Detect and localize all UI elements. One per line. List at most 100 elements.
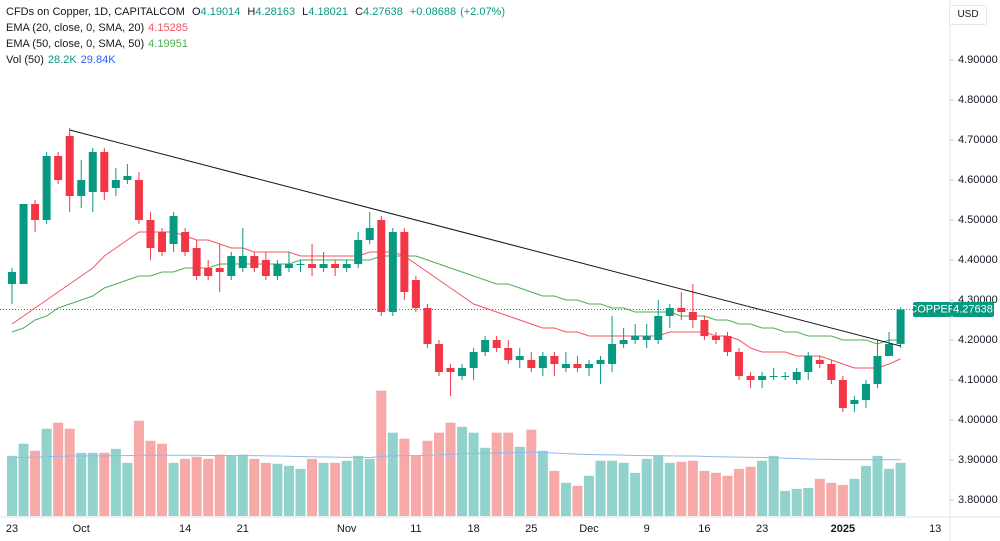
volume-bar	[387, 432, 398, 516]
volume-bar	[457, 426, 468, 516]
ema-line	[11, 255, 901, 345]
y-tick-label: 4.00000	[958, 414, 998, 426]
ohlc-letter: H	[247, 6, 256, 18]
volume-bar	[445, 422, 456, 516]
candle-body	[215, 268, 224, 272]
candle-body	[850, 400, 859, 404]
volume-bar	[18, 443, 29, 516]
volume-bar	[353, 455, 364, 516]
volume-bar	[76, 452, 87, 516]
candle-body	[227, 256, 236, 276]
candle-body	[815, 360, 824, 364]
volume-bar	[895, 462, 906, 516]
volume-bar	[549, 470, 560, 516]
candle-body	[411, 280, 420, 308]
ohlc-value: 4.27638	[363, 6, 403, 18]
candle-body	[261, 260, 270, 276]
candle-body	[492, 340, 501, 348]
candle-body	[354, 240, 363, 264]
candle-body	[342, 264, 351, 268]
candle-body	[469, 352, 478, 368]
y-tick-label: 4.40000	[958, 254, 998, 266]
volume-bar	[618, 462, 629, 516]
x-tick-label: 16	[698, 523, 710, 535]
indicator-value: 29.84K	[80, 54, 116, 66]
volume-bar	[814, 478, 825, 516]
candle-body	[31, 204, 40, 220]
volume-bar	[307, 458, 318, 516]
volume-bar	[110, 448, 121, 516]
indicator-value: 4.19951	[148, 38, 188, 50]
change: +0.08688	[409, 6, 457, 18]
candle-body	[388, 232, 397, 312]
volume-bar	[745, 466, 756, 516]
indicator-name: EMA (50, close, 0, SMA, 50)	[6, 38, 145, 50]
volume-bar	[572, 485, 583, 516]
candle-body	[827, 364, 836, 380]
y-tick-label: 3.80000	[958, 494, 998, 506]
candle-body	[284, 264, 293, 268]
volume-bar	[191, 456, 202, 516]
candle-body	[8, 272, 16, 284]
volume-bar	[791, 488, 802, 516]
volume-bar	[687, 460, 698, 516]
volume-bar	[157, 443, 168, 516]
candle-body	[804, 356, 813, 372]
x-tick-label: 9	[644, 523, 650, 535]
candle-body	[192, 248, 201, 276]
y-tick-label: 4.90000	[958, 54, 998, 66]
y-tick-label: 4.60000	[958, 174, 998, 186]
x-tick-label: Nov	[337, 523, 357, 535]
symbol-label-box	[913, 301, 952, 317]
candle-body	[365, 228, 374, 240]
volume-bar	[203, 458, 214, 516]
candle-body	[423, 308, 432, 344]
volume-bar	[410, 455, 421, 516]
last-price-box	[952, 301, 994, 317]
volume-bar	[780, 490, 791, 516]
candle-body	[504, 348, 513, 360]
volume-bar	[491, 432, 502, 516]
x-tick-label: 21	[237, 523, 249, 535]
volume-bar	[884, 468, 895, 516]
candle-body	[65, 136, 74, 196]
volume-bar	[295, 468, 306, 516]
candle-body	[758, 376, 767, 380]
volume-bar	[433, 432, 444, 516]
candle-body	[873, 356, 882, 384]
ohlc-value: 4.18021	[308, 6, 349, 18]
volume-bar	[168, 462, 179, 516]
volume-bar	[180, 458, 191, 516]
candle-body	[77, 180, 86, 196]
candle-body	[735, 352, 744, 376]
volume-bar	[584, 475, 594, 516]
volume-bar	[653, 455, 664, 516]
candle-body	[446, 368, 455, 372]
volume-bar	[399, 438, 410, 516]
candle-body	[42, 156, 51, 220]
last-price-label: 4.27638	[953, 303, 993, 315]
volume-bar	[341, 460, 352, 516]
candle-body	[181, 232, 190, 252]
volume-bar	[330, 462, 341, 516]
candle-body	[319, 264, 328, 268]
candle-body	[204, 268, 213, 276]
x-tick-label: 25	[525, 523, 537, 535]
candle-body	[434, 344, 443, 372]
volume-bar	[860, 465, 871, 516]
candle-body	[677, 308, 686, 312]
candle-body	[723, 336, 732, 352]
volume-bar	[699, 470, 710, 516]
candle-body	[123, 176, 132, 180]
currency-button[interactable]: USD	[949, 5, 987, 25]
candle-body	[400, 232, 409, 292]
candle-body	[331, 264, 340, 268]
volume-bar	[226, 455, 237, 516]
volume-bar	[630, 472, 641, 516]
volume-bar	[664, 462, 675, 516]
volume-bar	[122, 462, 133, 516]
volume-bar	[376, 390, 387, 516]
volume-bar	[64, 428, 75, 516]
candle-body	[88, 152, 97, 192]
volume-bar	[7, 455, 17, 516]
